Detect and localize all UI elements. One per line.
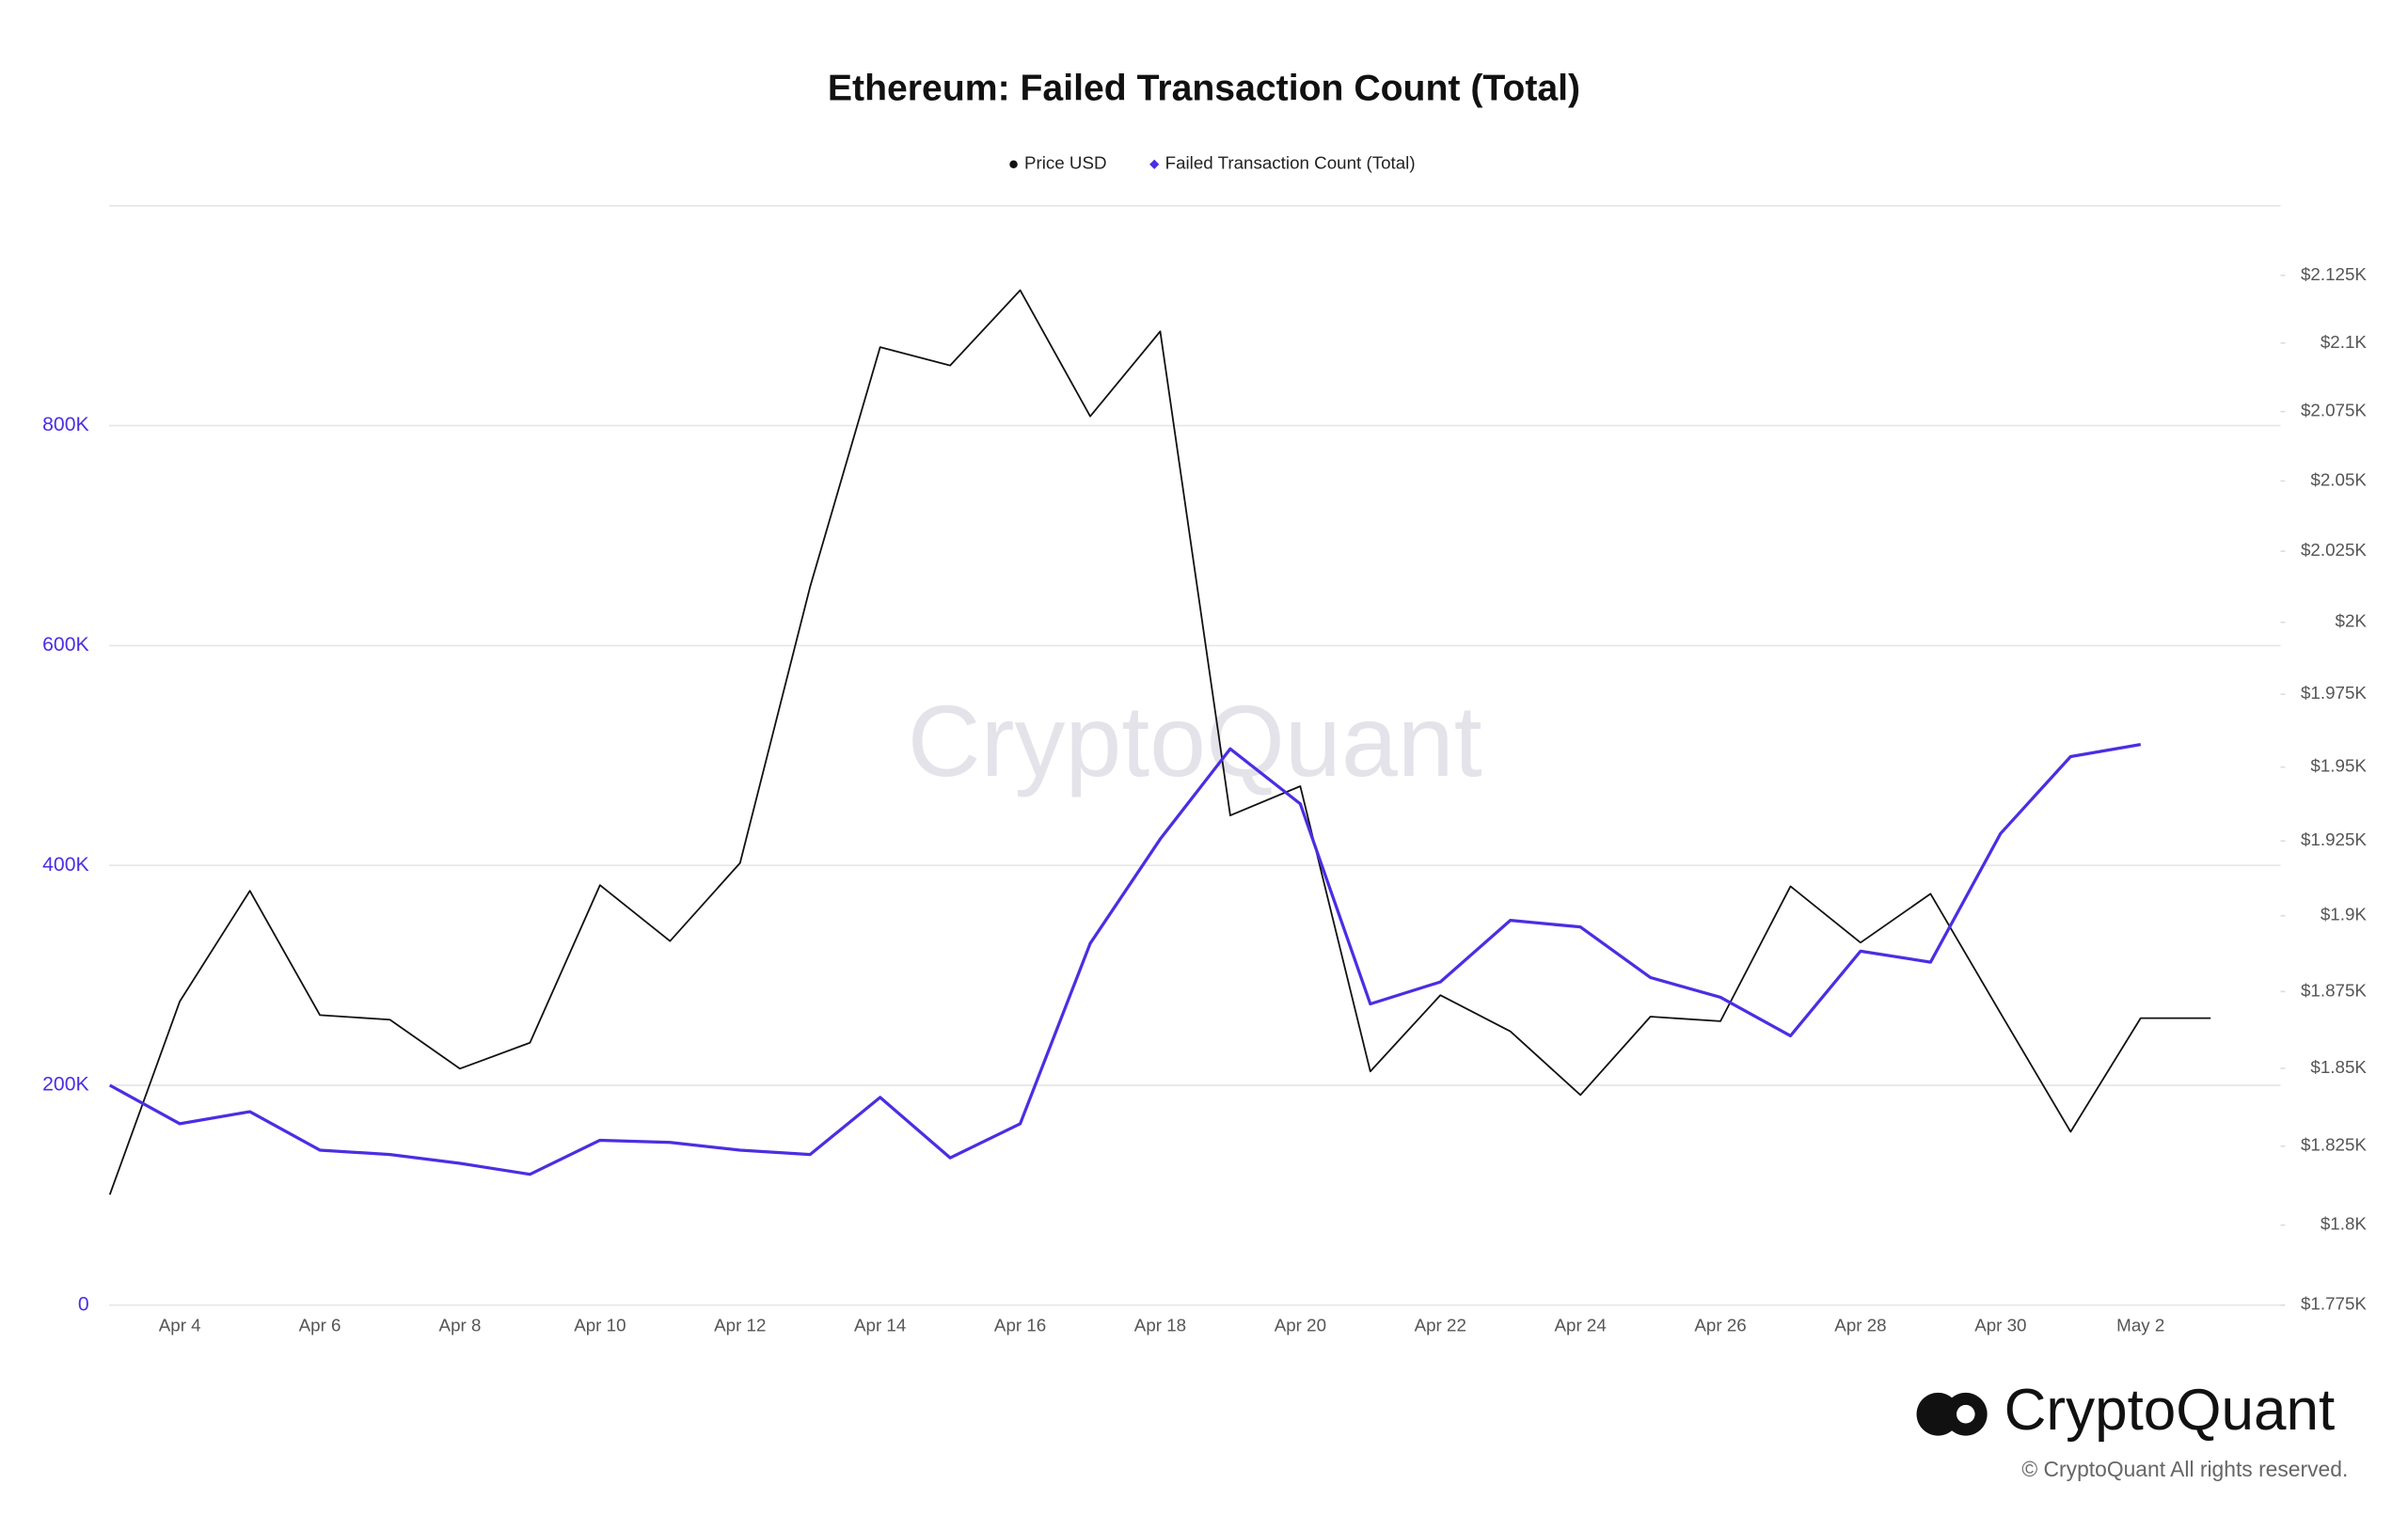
y2-tick-label: $1.975K: [2301, 683, 2367, 703]
x-tick-label: Apr 28: [1834, 1316, 1886, 1335]
y2-tick-label: $1.875K: [2301, 980, 2367, 1000]
logo: CryptoQuant: [1916, 1378, 2336, 1443]
x-tick-label: Apr 18: [1134, 1316, 1186, 1335]
y2-tick-label: $2.05K: [2310, 469, 2367, 489]
logo-icon: [1956, 1404, 1975, 1424]
y-tick-label: 200K: [42, 1074, 89, 1096]
y2-tick-label: $1.8K: [2321, 1214, 2368, 1234]
y2-tick-label: $2K: [2336, 611, 2368, 631]
x-tick-label: Apr 16: [994, 1316, 1046, 1335]
legend: Price USD Failed Transaction Count (Total…: [1009, 153, 1416, 173]
x-tick-label: Apr 20: [1275, 1316, 1326, 1335]
y2-tick-label: $2.025K: [2301, 540, 2367, 560]
x-tick-label: Apr 14: [854, 1316, 906, 1335]
y2-tick-label: $1.9K: [2321, 905, 2368, 924]
legend-marker: [1009, 160, 1018, 168]
y2-tick-label: $2.1K: [2321, 332, 2368, 352]
y-tick-label: 600K: [42, 634, 89, 655]
series-line: [108, 743, 2142, 1176]
y2-tick-label: $1.775K: [2301, 1294, 2367, 1314]
x-tick-label: Apr 4: [159, 1316, 201, 1335]
y2-tick-label: $2.125K: [2301, 264, 2367, 284]
legend-label: Price USD: [1024, 153, 1107, 173]
x-tick-label: Apr 8: [439, 1316, 482, 1335]
logo-text: CryptoQuant: [2004, 1378, 2336, 1443]
series-line: [108, 289, 2211, 1195]
x-tick-label: Apr 10: [574, 1316, 626, 1335]
x-tick-label: Apr 12: [714, 1316, 766, 1335]
y-tick-label: 400K: [42, 854, 89, 876]
legend-label: Failed Transaction Count (Total): [1165, 153, 1416, 173]
x-tick-label: Apr 22: [1415, 1316, 1466, 1335]
x-tick-label: Apr 24: [1555, 1316, 1607, 1335]
x-tick-label: Apr 26: [1694, 1316, 1746, 1335]
y2-tick-label: $1.925K: [2301, 829, 2367, 849]
y-tick-label: 0: [78, 1293, 89, 1315]
x-tick-label: Apr 30: [1974, 1316, 2026, 1335]
chart-title: Ethereum: Failed Transaction Count (Tota…: [828, 69, 1580, 109]
y2-tick-label: $2.075K: [2301, 401, 2367, 420]
y2-tick-label: $1.825K: [2301, 1135, 2367, 1155]
x-tick-label: Apr 6: [299, 1316, 341, 1335]
y2-tick-label: $1.85K: [2310, 1057, 2367, 1077]
copyright: © CryptoQuant All rights reserved.: [2021, 1457, 2348, 1481]
y2-tick-label: $1.95K: [2310, 756, 2367, 776]
y-tick-label: 800K: [42, 414, 89, 435]
x-tick-label: May 2: [2116, 1316, 2164, 1335]
watermark: CryptoQuant: [908, 684, 1482, 797]
